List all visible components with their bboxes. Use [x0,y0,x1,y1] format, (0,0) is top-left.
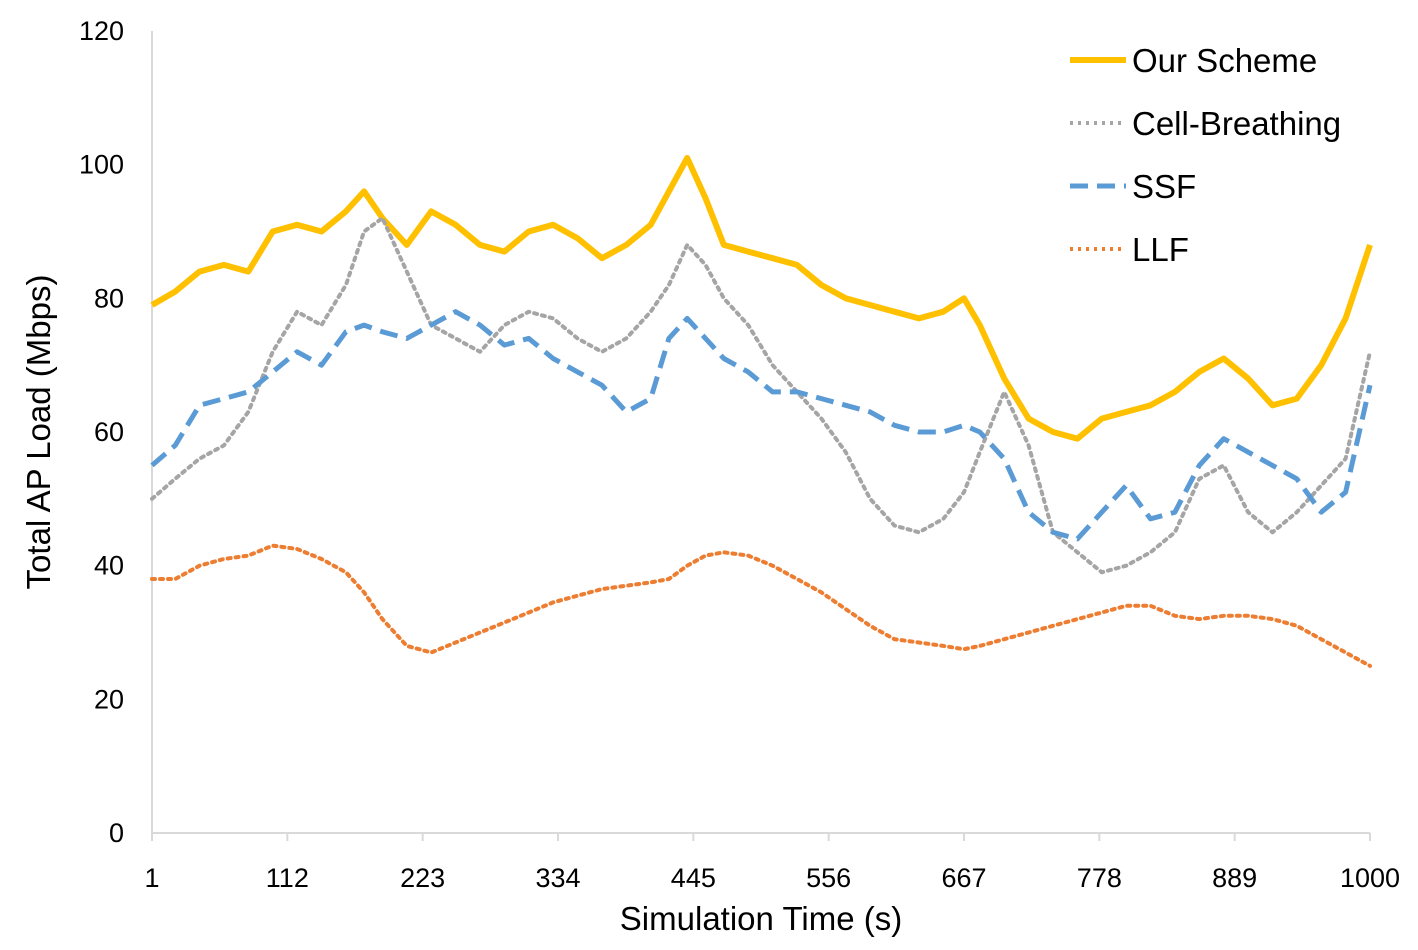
y-tick-label: 40 [94,551,124,581]
x-tick-label: 1000 [1340,863,1400,893]
legend-label: LLF [1132,231,1189,268]
series-line-llf [150,543,1372,668]
y-tick-label: 80 [94,283,124,313]
y-tick-label: 100 [79,150,124,180]
x-tick-label: 112 [266,863,309,893]
legend-label: Cell-Breathing [1132,105,1341,142]
legend: Our Scheme Cell-Breathing SSF LLF [1070,42,1341,268]
x-tick-label: 556 [806,863,851,893]
x-axis-title: Simulation Time (s) [620,900,902,937]
x-tick-label: 778 [1077,863,1122,893]
legend-label: SSF [1132,168,1196,205]
series-line-our-scheme [150,155,1373,442]
series-lines [150,155,1373,668]
y-tick-label: 0 [109,818,124,848]
legend-label: Our Scheme [1132,42,1317,79]
axes [151,31,1370,834]
x-tick-label: 1 [144,863,159,893]
axis-ticks: 0 20 40 60 80 100 120 1 112 223 334 445 556 667 778 889… [79,16,1400,893]
y-tick-label: 120 [79,16,124,46]
y-axis-title: Total AP Load (Mbps) [20,275,57,590]
x-tick-label: 223 [400,863,445,893]
series-line-ssf [150,309,1373,542]
x-tick-label: 889 [1212,863,1257,893]
x-tick-label: 667 [941,863,986,893]
y-tick-label: 60 [94,417,124,447]
x-tick-label: 334 [535,863,580,893]
series-line-cell-breathing [150,216,1372,575]
y-tick-label: 20 [94,684,124,714]
x-tick-label: 445 [671,863,716,893]
